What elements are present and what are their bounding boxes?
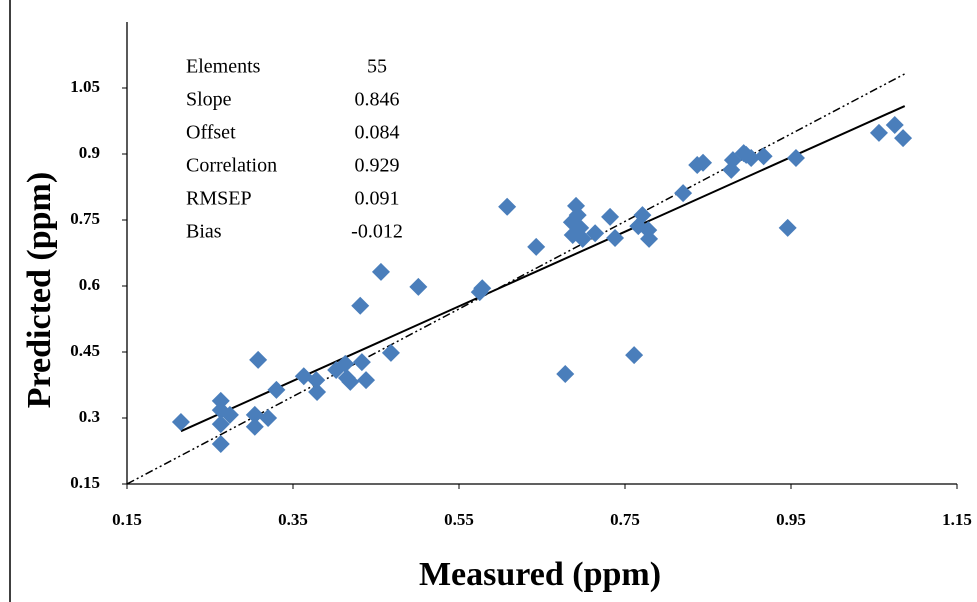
stat-label: Slope: [186, 89, 232, 111]
x-tick-label: 0.55: [444, 510, 474, 529]
data-point: [527, 237, 546, 256]
data-point: [267, 380, 286, 399]
y-tick-label: 0.3: [79, 407, 100, 426]
data-point: [606, 229, 625, 248]
data-point: [754, 147, 773, 166]
data-point: [694, 153, 713, 172]
stat-value: 0.929: [355, 155, 400, 177]
stat-label: Elements: [186, 56, 261, 78]
data-point: [351, 296, 370, 315]
data-point: [498, 197, 517, 216]
stat-label: RMSEP: [186, 188, 252, 210]
data-point: [357, 371, 376, 390]
x-tick-label: 0.35: [278, 510, 308, 529]
y-tick-label: 0.75: [70, 209, 100, 228]
data-point: [341, 372, 360, 391]
data-point: [336, 354, 355, 373]
stat-value: -0.012: [351, 221, 403, 243]
data-point: [381, 343, 400, 362]
data-point: [869, 123, 888, 142]
data-point: [409, 277, 428, 296]
data-point: [640, 229, 659, 248]
y-tick-label: 0.45: [70, 341, 100, 360]
reference-line: [126, 73, 906, 485]
data-point: [742, 148, 761, 167]
x-tick-label: 0.15: [112, 510, 142, 529]
data-point: [211, 434, 230, 453]
x-tick-label: 0.95: [776, 510, 806, 529]
x-tick-label: 1.15: [942, 510, 972, 529]
data-point: [894, 129, 913, 148]
data-point: [245, 405, 264, 424]
y-axis-title: Predicted (ppm): [21, 172, 58, 408]
data-point: [307, 371, 326, 390]
data-point: [601, 207, 620, 226]
data-point: [568, 206, 587, 225]
data-point: [674, 184, 693, 203]
stat-value: 0.846: [355, 89, 400, 111]
data-point: [633, 206, 652, 225]
x-axis-title: Measured (ppm): [419, 556, 661, 593]
data-point: [473, 279, 492, 298]
data-point: [371, 262, 390, 281]
data-point: [573, 229, 592, 248]
data-point: [352, 353, 371, 372]
data-point: [586, 224, 605, 243]
data-point: [308, 383, 327, 402]
data-point: [249, 350, 268, 369]
data-point: [625, 346, 644, 365]
stat-label: Correlation: [186, 155, 277, 177]
stat-value: 0.091: [355, 188, 400, 210]
data-point: [259, 409, 278, 427]
data-point: [786, 148, 805, 167]
y-tick-label: 0.15: [70, 473, 100, 492]
data-point: [885, 115, 904, 134]
data-point: [245, 417, 264, 436]
data-point: [171, 412, 190, 431]
x-tick-label: 0.75: [610, 510, 640, 529]
stat-label: Bias: [186, 221, 222, 243]
y-tick-label: 1.05: [70, 77, 100, 96]
data-point: [211, 391, 230, 410]
data-point: [211, 415, 230, 434]
y-tick-label: 0.9: [79, 143, 100, 162]
stat-value: 55: [367, 56, 387, 78]
data-point: [778, 218, 797, 237]
y-tick-label: 0.6: [79, 275, 100, 294]
stat-label: Offset: [186, 122, 236, 144]
data-point: [556, 365, 575, 383]
stat-value: 0.084: [355, 122, 400, 144]
data-point: [220, 405, 239, 424]
